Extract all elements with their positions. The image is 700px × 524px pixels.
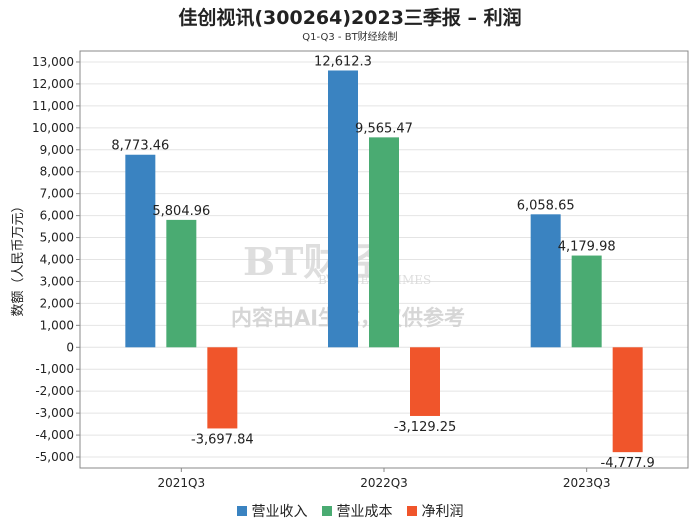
y-tick-label: 12,000 <box>32 77 74 91</box>
y-tick-label: 6,000 <box>40 209 74 223</box>
bar <box>328 70 358 348</box>
legend-label: 营业成本 <box>336 504 393 520</box>
y-tick-label: 10,000 <box>32 121 74 135</box>
y-tick-label: 9,000 <box>40 143 74 157</box>
bar <box>530 214 561 348</box>
legend-swatch <box>236 506 247 516</box>
data-labels: 8,773.46 5,804.96 -3,697.84 12,612.3 9,565.4… <box>111 54 654 471</box>
y-tick-label: 0 <box>66 340 74 354</box>
bar <box>369 137 399 348</box>
y-tick-label: 13,000 <box>32 55 74 69</box>
y-tick-label: 8,000 <box>40 165 74 179</box>
y-tick-label: 4,000 <box>40 253 74 267</box>
y-tick-label: 11,000 <box>32 99 74 113</box>
legend-label: 净利润 <box>421 504 464 520</box>
bar <box>612 347 643 453</box>
legend: 营业收入 营业成本 净利润 <box>0 501 700 521</box>
data-label: 12,612.3 <box>314 54 372 69</box>
bar <box>125 154 156 348</box>
y-tick-label: 5,000 <box>40 231 74 245</box>
plot-frame <box>79 50 689 469</box>
data-label: -3,129.25 <box>394 420 457 435</box>
y-tick-label: -2,000 <box>35 384 74 398</box>
chart-subtitle: Q1-Q3 - BT财经绘制 <box>302 32 398 43</box>
data-label: 9,565.47 <box>355 121 413 136</box>
data-label: 8,773.46 <box>111 139 169 154</box>
y-tick-label: 7,000 <box>40 187 74 201</box>
data-label: -3,697.84 <box>191 432 254 447</box>
data-label: -4,777.9 <box>601 456 655 471</box>
bar <box>166 219 197 348</box>
legend-label: 营业收入 <box>251 504 308 520</box>
y-tick-label: -4,000 <box>35 428 74 442</box>
y-tick-label: -5,000 <box>35 450 74 464</box>
x-tick-label: 2023Q3 <box>563 476 611 490</box>
legend-item: 营业收入 <box>236 501 308 521</box>
y-axis-label: 数额（人民币万元） <box>11 199 26 316</box>
legend-item: 净利润 <box>406 501 464 521</box>
x-tick-label: 2021Q3 <box>158 476 206 490</box>
bar <box>207 347 238 429</box>
legend-swatch <box>406 506 417 516</box>
y-tick-label: 2,000 <box>40 296 74 310</box>
chart-title: 佳创视讯(300264)2023三季报 – 利润 <box>178 7 522 29</box>
legend-swatch <box>321 506 332 516</box>
bar <box>410 347 440 416</box>
x-tick-label: 2022Q3 <box>360 476 408 490</box>
y-axis: -5,000 -4,000 -3,000 -2,000 -1,000 0 1,000 2,00… <box>32 55 80 464</box>
y-tick-label: 3,000 <box>40 274 74 288</box>
data-label: 4,179.98 <box>558 240 616 255</box>
x-axis: 2021Q3 2022Q3 2023Q3 <box>158 468 611 490</box>
bars <box>125 70 643 453</box>
data-label: 6,058.65 <box>517 198 575 213</box>
y-tick-label: 1,000 <box>40 318 74 332</box>
legend-item: 营业成本 <box>321 501 393 521</box>
bar <box>571 255 602 348</box>
y-tick-label: -1,000 <box>35 362 74 376</box>
y-tick-label: -3,000 <box>35 406 74 420</box>
data-label: 5,804.96 <box>152 204 210 219</box>
